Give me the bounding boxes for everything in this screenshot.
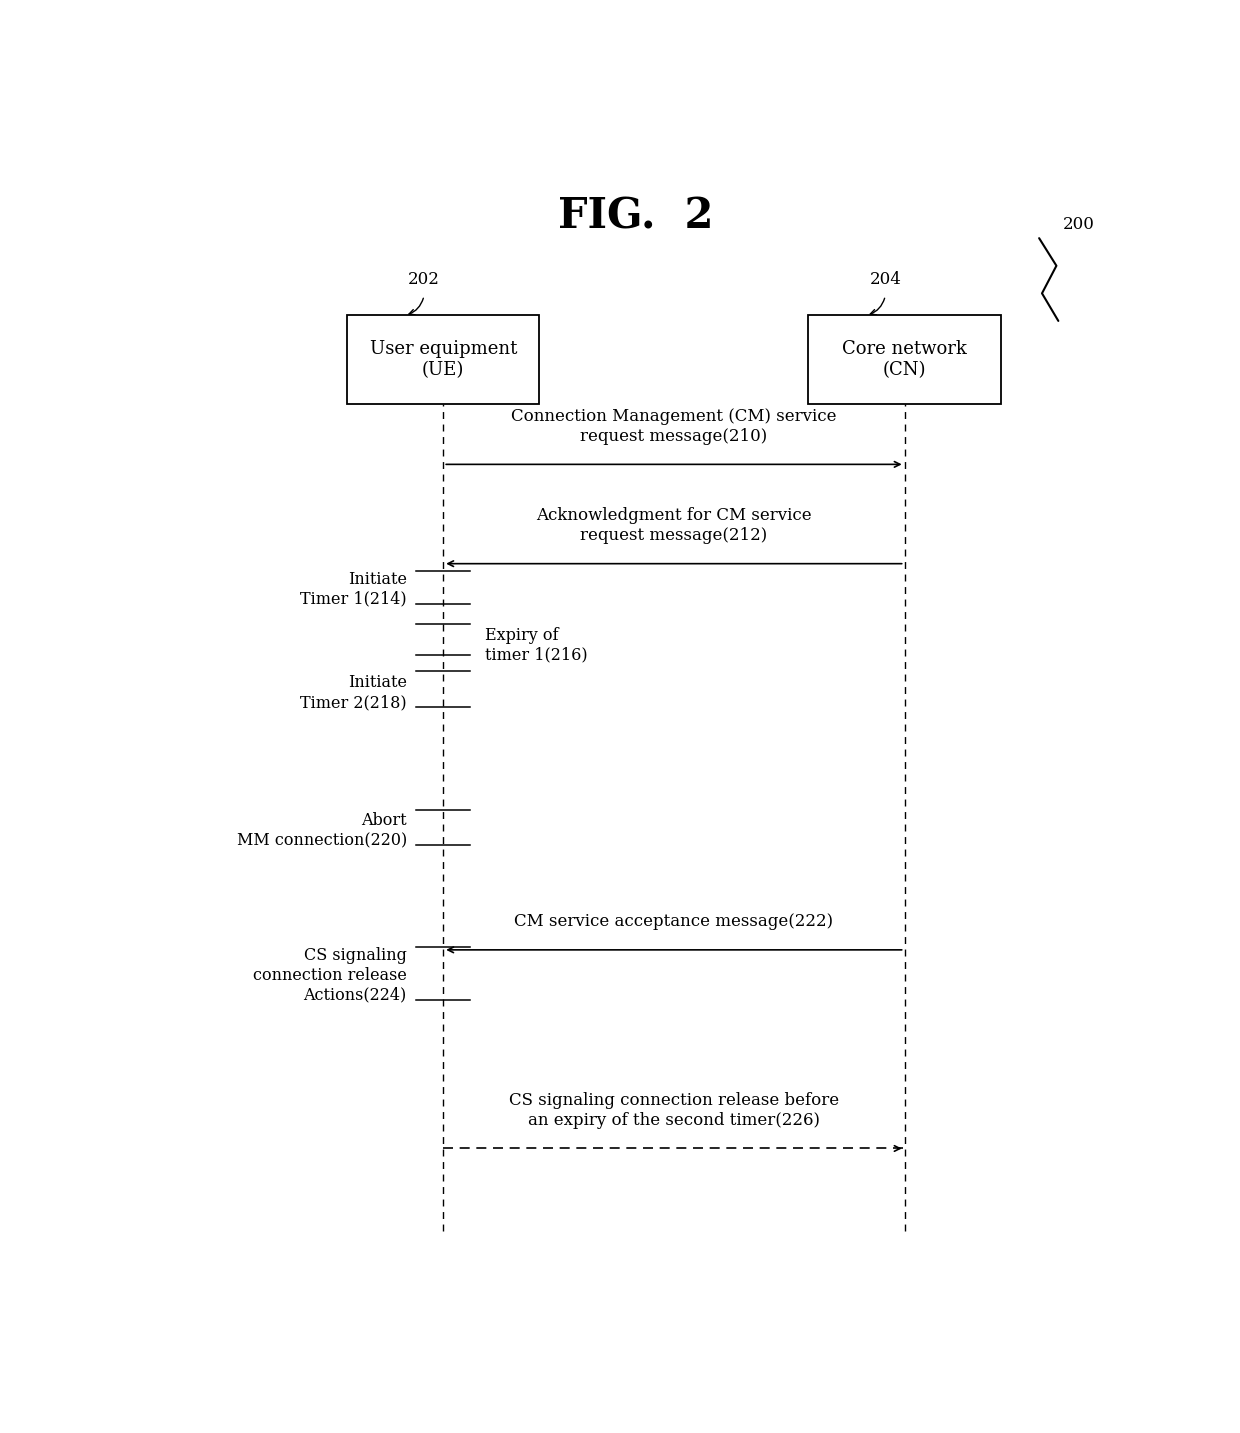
Text: CS signaling connection release before
an expiry of the second timer(226): CS signaling connection release before a… [508,1092,839,1129]
Text: CM service acceptance message(222): CM service acceptance message(222) [515,913,833,930]
Bar [347,315,539,404]
Text: Initiate
Timer 2(218): Initiate Timer 2(218) [300,675,407,711]
Text: 202: 202 [408,271,440,288]
Text: 204: 204 [869,271,901,288]
Text: User equipment
(UE): User equipment (UE) [370,340,517,378]
Text: Expiry of
timer 1(216): Expiry of timer 1(216) [485,628,588,663]
Text: Abort
MM connection(220): Abort MM connection(220) [237,813,407,848]
Text: Connection Management (CM) service
request message(210): Connection Management (CM) service reque… [511,408,837,444]
Text: FIG.  2: FIG. 2 [558,195,713,236]
Text: Acknowledgment for CM service
request message(212): Acknowledgment for CM service request me… [536,507,812,543]
Bar [808,315,1001,404]
Text: Core network
(CN): Core network (CN) [842,340,967,378]
Text: 200: 200 [1063,215,1095,232]
Text: Initiate
Timer 1(214): Initiate Timer 1(214) [300,570,407,608]
Text: CS signaling
connection release
Actions(224): CS signaling connection release Actions(… [253,947,407,1003]
